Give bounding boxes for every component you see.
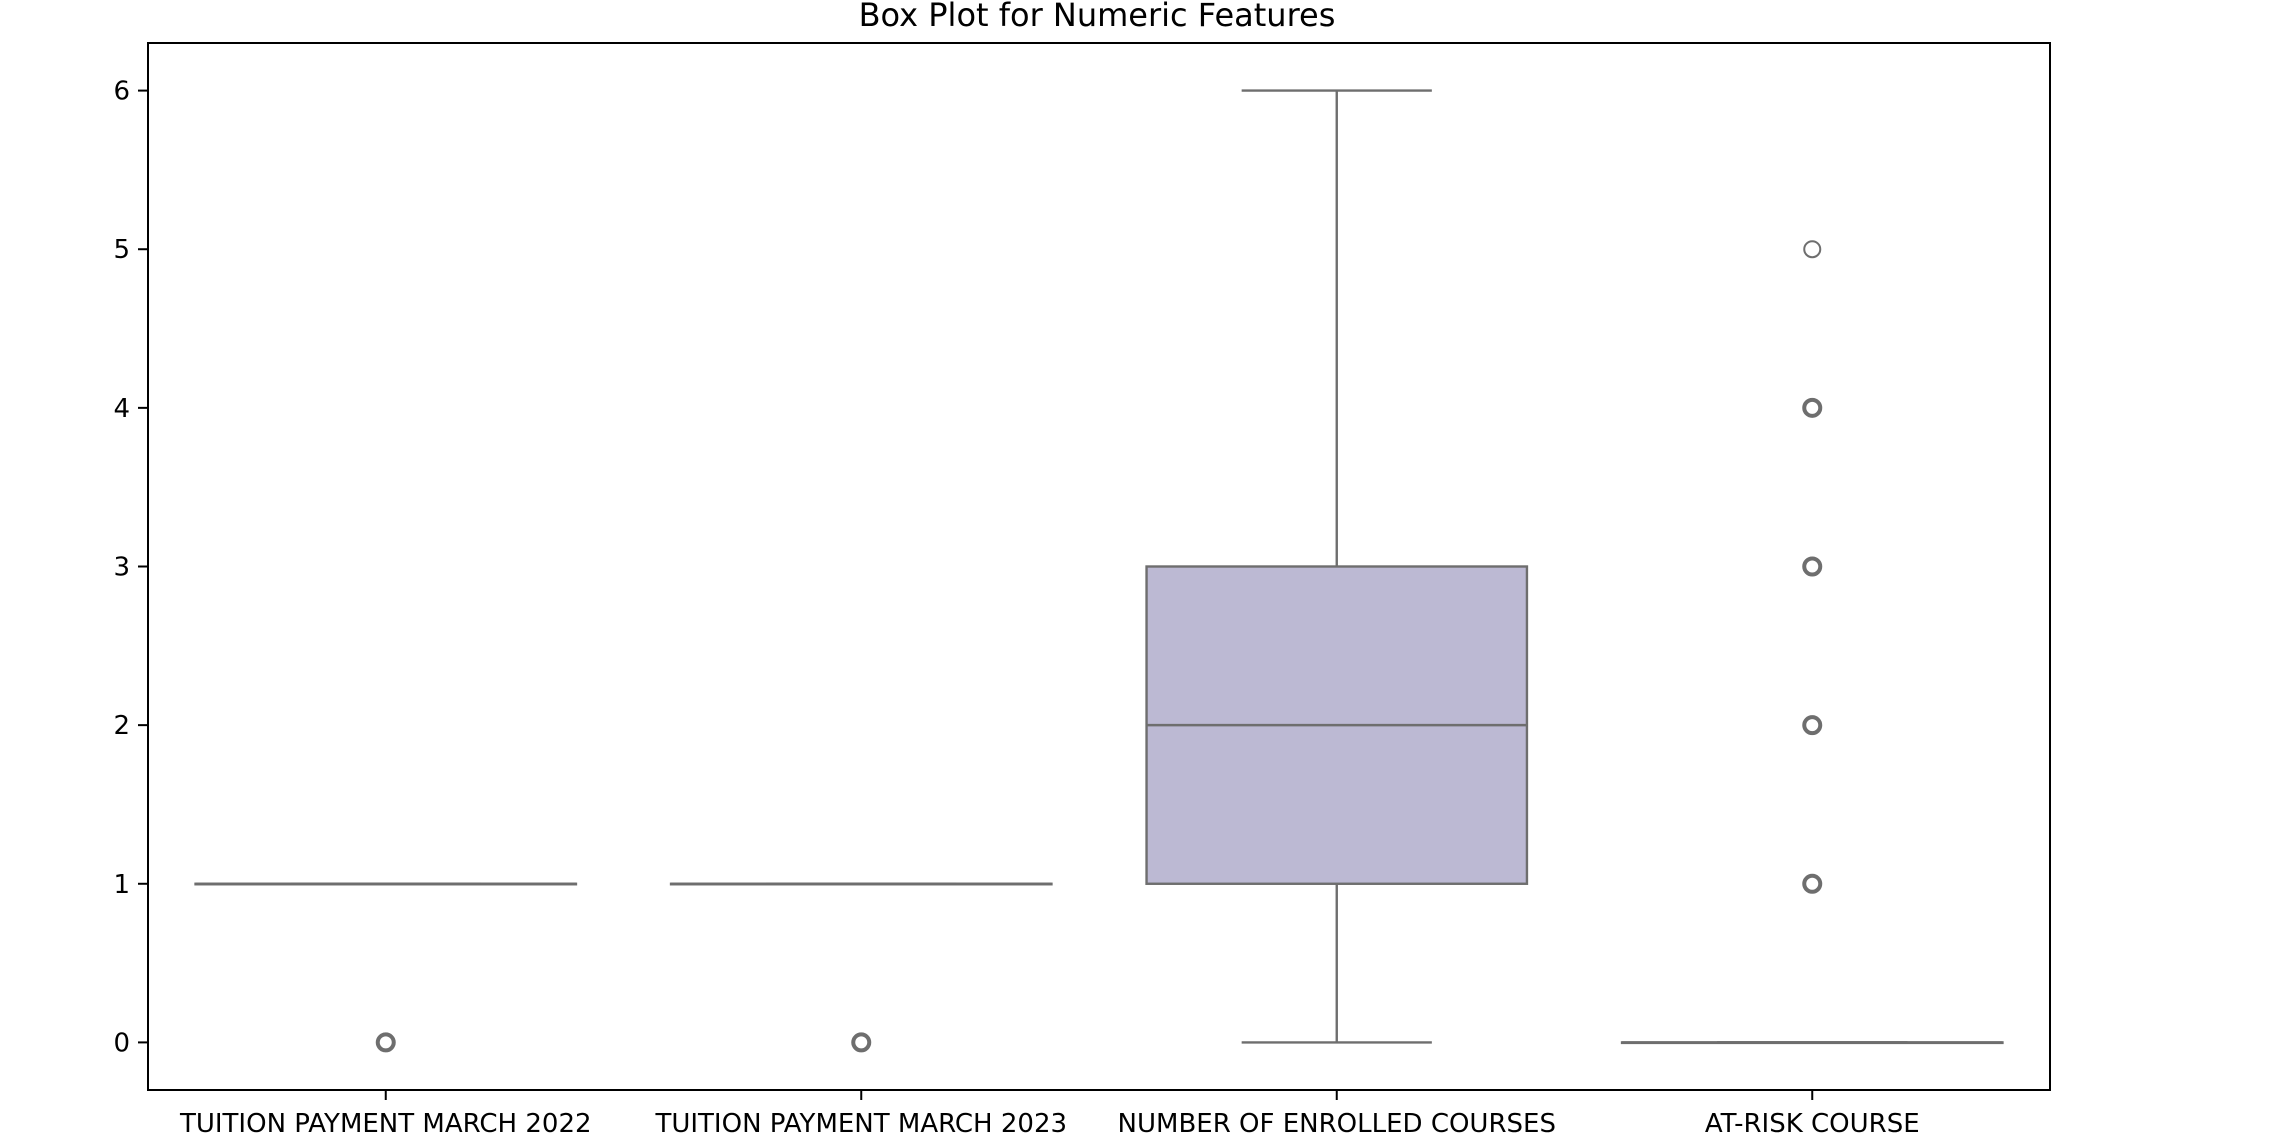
outlier-point — [1802, 715, 1823, 736]
x-tick-label: TUITION PAYMENT MARCH 2022 — [179, 1109, 592, 1139]
outlier-point — [1803, 240, 1822, 259]
outlier-point — [1802, 397, 1823, 418]
y-tick-label: 1 — [113, 870, 130, 900]
outlier-point — [851, 1032, 872, 1053]
y-tick-label: 2 — [113, 711, 130, 741]
axes: 0 1 2 3 4 5 6 TUITION PAYMENT MARCH 2022 TUITION… — [113, 77, 1919, 1139]
x-tick-label: AT-RISK COURSE — [1705, 1109, 1920, 1139]
x-tick-label: TUITION PAYMENT MARCH 2023 — [654, 1109, 1067, 1139]
outlier-point — [375, 1032, 396, 1053]
axes-frame — [147, 42, 2051, 1091]
chart-title: Box Plot for Numeric Features — [859, 0, 1336, 34]
y-tick-label: 0 — [113, 1028, 130, 1058]
y-tick-label: 6 — [113, 77, 130, 107]
box-group — [194, 882, 578, 1053]
outlier-point — [1802, 556, 1823, 577]
y-tick-label: 3 — [113, 553, 130, 583]
box-group — [669, 882, 1053, 1053]
x-tick-label: NUMBER OF ENROLLED COURSES — [1118, 1109, 1556, 1139]
box-group — [1620, 240, 2004, 1045]
y-tick-label: 4 — [113, 394, 130, 424]
box-group — [1145, 89, 1529, 1044]
y-tick-label: 5 — [113, 235, 130, 265]
outlier-point — [1802, 873, 1823, 894]
plot-area — [194, 89, 2004, 1053]
